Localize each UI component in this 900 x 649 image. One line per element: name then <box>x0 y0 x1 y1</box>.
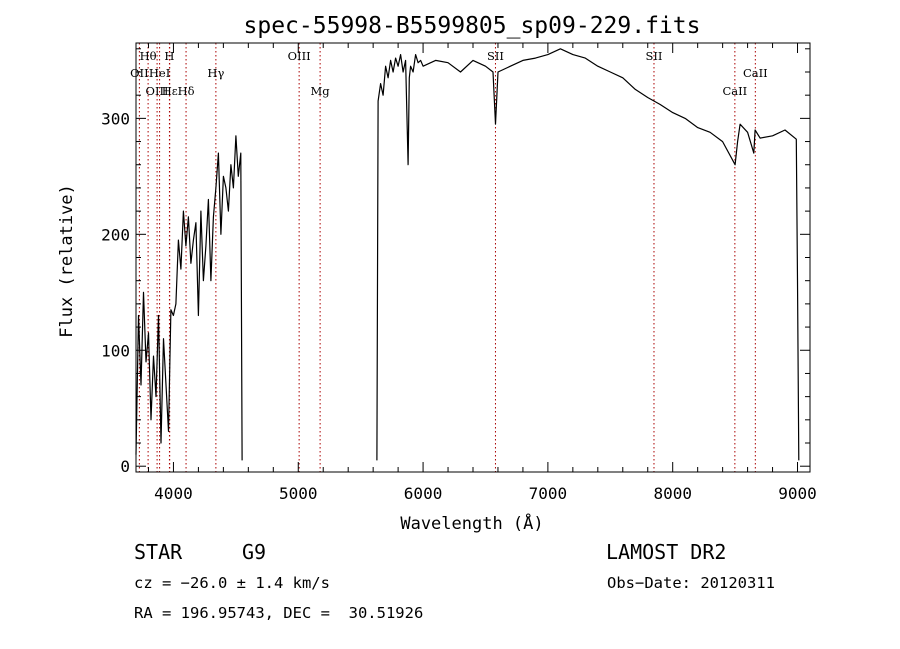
line-markers <box>138 43 756 472</box>
line-marker-label-10: SII <box>487 49 504 63</box>
x-tick-label-2: 6000 <box>404 484 443 503</box>
line-marker-label-1: OII <box>130 66 149 80</box>
line-marker-label-5: H <box>164 49 174 63</box>
line-marker-label-12: CaII <box>722 84 747 98</box>
chart-title: spec-55998-B5599805_sp09-229.fits <box>244 13 701 39</box>
y-tick-label-1: 100 <box>101 341 130 360</box>
plot-frame <box>135 42 811 473</box>
object-subclass: G9 <box>242 540 267 564</box>
x-tick-label-1: 5000 <box>279 484 318 503</box>
x-tick-label-4: 8000 <box>653 484 692 503</box>
coordinates: RA = 196.95743, DEC = 30.51926 <box>134 604 424 622</box>
line-marker-label-9: Mg <box>311 84 331 98</box>
line-marker-label-8: OIII <box>288 49 311 63</box>
line-marker-label-2: OIII <box>146 84 169 98</box>
line-marker-label-0: Hθ <box>140 49 157 63</box>
y-tick-label-2: 200 <box>101 225 130 244</box>
spectrum-segment-0 <box>135 135 243 461</box>
line-marker-label-13: CaII <box>743 66 768 80</box>
object-class: STAR <box>134 540 183 564</box>
line-marker-label-7: Hγ <box>207 66 224 80</box>
line-marker-label-3: HeI <box>149 66 170 80</box>
line-marker-label-4: Hε <box>162 84 178 98</box>
x-tick-label-3: 7000 <box>529 484 568 503</box>
x-tick-label-0: 4000 <box>154 484 193 503</box>
y-tick-label-0: 0 <box>120 457 130 476</box>
x-axis-label: Wavelength (Å) <box>400 512 543 534</box>
spectrum-lines <box>135 48 800 461</box>
line-marker-labels: Hθ OII OIII HeI Hε H Hδ Hγ OIII Mg SII SII CaII CaII <box>130 49 768 98</box>
obs-date: Obs−Date: 20120311 <box>607 574 775 592</box>
axis-ticks: 4000 5000 6000 7000 8000 9000 0 100 200 300 <box>101 43 817 503</box>
spectrum-segment-1 <box>376 48 800 461</box>
line-marker-label-6: Hδ <box>178 84 195 98</box>
y-axis-label: Flux (relative) <box>57 184 77 338</box>
survey-name: LAMOST DR2 <box>606 540 727 564</box>
y-tick-label-3: 300 <box>101 109 130 128</box>
line-marker-label-11: SII <box>645 49 662 63</box>
x-tick-label-5: 9000 <box>778 484 817 503</box>
redshift-cz: cz = −26.0 ± 1.4 km/s <box>134 574 330 592</box>
